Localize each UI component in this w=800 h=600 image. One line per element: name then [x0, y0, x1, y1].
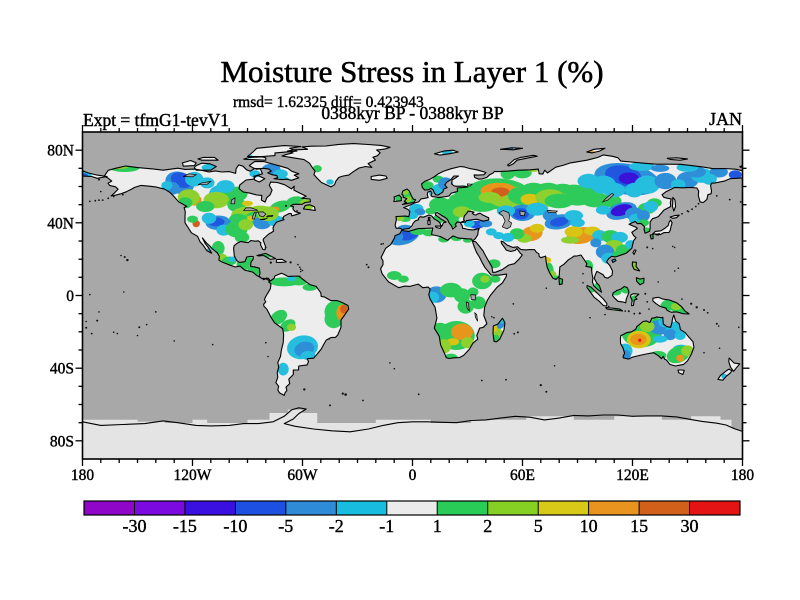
svg-text:40S: 40S	[50, 361, 74, 378]
svg-text:-30: -30	[123, 516, 147, 536]
svg-text:5: 5	[534, 516, 543, 536]
svg-text:JAN: JAN	[709, 109, 742, 129]
svg-text:-2: -2	[329, 516, 344, 536]
svg-text:-10: -10	[223, 516, 247, 536]
svg-text:-5: -5	[278, 516, 293, 536]
svg-text:10: 10	[580, 516, 598, 536]
svg-text:1: 1	[433, 516, 442, 536]
svg-text:30: 30	[681, 516, 699, 536]
svg-text:120W: 120W	[174, 467, 212, 484]
svg-text:2: 2	[483, 516, 492, 536]
svg-text:60E: 60E	[510, 467, 535, 484]
svg-text:15: 15	[630, 516, 648, 536]
svg-text:180: 180	[731, 467, 755, 484]
svg-text:80S: 80S	[50, 433, 74, 450]
svg-text:0: 0	[66, 288, 74, 305]
svg-text:-1: -1	[379, 516, 394, 536]
svg-text:0: 0	[409, 467, 417, 484]
svg-text:180: 180	[71, 467, 95, 484]
svg-text:40N: 40N	[47, 215, 74, 232]
svg-text:-15: -15	[173, 516, 197, 536]
svg-text:Moisture Stress in Layer 1 (%): Moisture Stress in Layer 1 (%)	[220, 54, 603, 89]
svg-text:0388kyr BP - 0388kyr BP: 0388kyr BP - 0388kyr BP	[321, 103, 503, 123]
svg-text:Expt = tfmG1-tevV1: Expt = tfmG1-tevV1	[83, 110, 229, 130]
svg-text:80N: 80N	[47, 143, 74, 160]
svg-text:rmsd= 1.62325 diff= 0.423943: rmsd= 1.62325 diff= 0.423943	[233, 94, 424, 111]
svg-text:60W: 60W	[287, 467, 318, 484]
svg-text:120E: 120E	[616, 467, 649, 484]
